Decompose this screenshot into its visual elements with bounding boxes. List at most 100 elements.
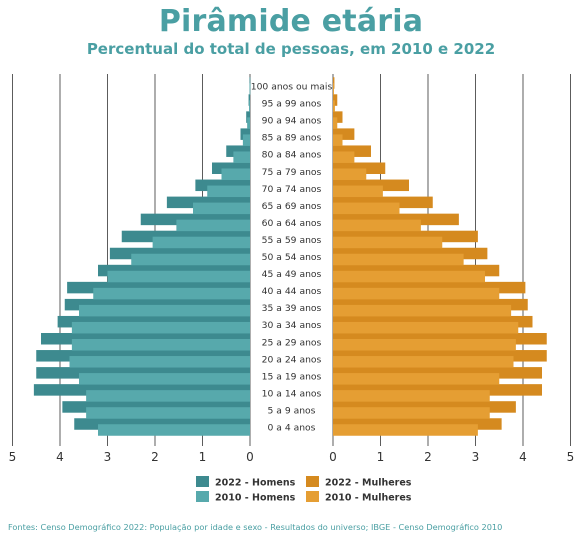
bar-2010-mulheres-7: [333, 202, 400, 215]
age-group-label: 50 a 54 anos: [262, 252, 322, 263]
bar-2022-homens-10: [109, 247, 250, 260]
bar-2022-homens-7: [166, 196, 250, 209]
bar-2010-homens-0: [249, 83, 251, 95]
age-group-label: 5 a 9 anos: [268, 405, 316, 416]
bar-2010-mulheres-15: [333, 339, 516, 351]
age-group-label: 90 a 94 anos: [262, 116, 322, 127]
bar-2022-homens-14: [57, 315, 250, 328]
bar-2010-mulheres-9: [333, 236, 443, 249]
bar-2022-homens-8: [140, 213, 250, 226]
bar-2010-homens-14: [71, 321, 250, 334]
bar-2010-mulheres-17: [333, 373, 500, 385]
bar-2010-homens-11: [107, 270, 250, 283]
bar-2010-mulheres-4: [333, 151, 355, 163]
bar-2010-homens-5: [221, 168, 250, 180]
bar-2022-mulheres-18: [333, 384, 542, 396]
bar-2022-homens-4: [226, 145, 250, 157]
bar-2022-mulheres-3: [333, 128, 355, 140]
bar-2022-mulheres-16: [333, 350, 547, 362]
bar-2010-mulheres-14: [333, 321, 519, 334]
x-tick-label-left: 3: [104, 450, 112, 464]
age-group-label: 45 a 49 anos: [262, 269, 322, 280]
x-tick-label-left: 2: [151, 450, 159, 464]
bar-2022-mulheres-12: [333, 281, 526, 294]
x-tick-label-left: 1: [199, 450, 207, 464]
bar-2010-homens-19: [86, 407, 250, 419]
bar-2022-mulheres-6: [333, 179, 409, 192]
x-tick-label-right: 5: [567, 450, 575, 464]
x-tick-label-right: 3: [472, 450, 480, 464]
age-group-label: 85 a 89 anos: [262, 133, 322, 144]
bar-2022-mulheres-2: [333, 111, 343, 123]
bar-2010-mulheres-11: [333, 270, 485, 283]
age-group-label: 100 anos ou mais: [251, 82, 333, 93]
age-group-label: 30 a 34 anos: [262, 320, 322, 331]
bar-2022-mulheres-4: [333, 145, 371, 157]
age-group-label: 15 a 19 anos: [262, 371, 322, 382]
age-group-label: 75 a 79 anos: [262, 167, 322, 178]
bar-2022-mulheres-10: [333, 247, 488, 260]
bar-2022-homens-11: [98, 264, 250, 277]
bar-2010-homens-7: [193, 202, 250, 215]
bar-2022-homens-15: [41, 333, 250, 345]
bar-2010-homens-20: [98, 424, 250, 436]
bar-2022-homens-5: [212, 162, 250, 174]
chart-subtitle: Percentual do total de pessoas, em 2010 …: [86, 40, 496, 58]
bar-2022-homens-17: [36, 367, 250, 379]
bar-2010-homens-9: [152, 236, 250, 249]
bar-2010-mulheres-12: [333, 287, 500, 300]
x-tick-label-right: 0: [329, 450, 337, 464]
bar-2010-mulheres-1: [333, 100, 335, 112]
bar-2010-homens-12: [93, 287, 250, 300]
x-tick-label-right: 4: [519, 450, 527, 464]
bar-2010-mulheres-20: [333, 424, 478, 436]
bar-2022-mulheres-11: [333, 264, 500, 277]
bar-2010-homens-10: [131, 253, 250, 266]
bar-2010-homens-6: [207, 185, 250, 198]
x-tick-label-left: 0: [246, 450, 254, 464]
chart-title: Pirâmide etária: [158, 4, 424, 39]
x-tick-label-left: 5: [9, 450, 17, 464]
x-tick-label-left: 4: [56, 450, 64, 464]
bar-2010-homens-1: [249, 100, 250, 112]
age-group-label: 40 a 44 anos: [262, 286, 322, 297]
bar-2010-mulheres-13: [333, 304, 512, 317]
age-group-label: 0 a 4 anos: [268, 423, 316, 434]
bar-2010-mulheres-0: [333, 83, 334, 95]
age-group-label: 65 a 69 anos: [262, 201, 322, 212]
bar-2010-homens-3: [242, 134, 250, 146]
bar-2022-mulheres-9: [333, 230, 478, 243]
bar-2022-homens-18: [33, 384, 250, 396]
bar-2022-homens-3: [240, 128, 250, 140]
bar-2010-mulheres-2: [333, 117, 338, 129]
bar-2010-mulheres-10: [333, 253, 464, 266]
bar-2010-homens-17: [79, 373, 250, 385]
bar-2010-homens-15: [71, 339, 250, 351]
bar-2010-mulheres-16: [333, 356, 514, 368]
bar-2022-homens-2: [246, 111, 250, 123]
age-group-label: 10 a 14 anos: [262, 388, 322, 399]
bar-2022-homens-13: [64, 298, 250, 311]
bar-2010-homens-2: [247, 117, 250, 129]
bar-2022-mulheres-14: [333, 315, 533, 328]
age-group-label: 35 a 39 anos: [262, 303, 322, 314]
bar-2010-mulheres-6: [333, 185, 383, 198]
bar-2022-mulheres-5: [333, 162, 386, 174]
age-group-label: 70 a 74 anos: [262, 184, 322, 195]
bar-2022-mulheres-0: [333, 77, 335, 89]
bar-2022-homens-20: [74, 418, 250, 430]
bar-2022-homens-16: [36, 350, 250, 362]
age-group-label: 60 a 64 anos: [262, 218, 322, 229]
bar-2022-mulheres-19: [333, 401, 516, 413]
age-group-label: 95 a 99 anos: [262, 99, 322, 110]
bar-2022-mulheres-8: [333, 213, 459, 226]
x-tick-label-right: 1: [377, 450, 385, 464]
bar-2022-mulheres-15: [333, 333, 547, 345]
bar-2022-homens-6: [195, 179, 250, 192]
source-footnote: Fontes: Censo Demográfico 2022: Populaçã…: [8, 522, 503, 532]
bar-2022-homens-12: [67, 281, 250, 294]
bar-2022-homens-0: [249, 77, 251, 89]
bar-2022-mulheres-1: [333, 94, 338, 106]
bar-2022-homens-19: [62, 401, 250, 413]
bar-2022-mulheres-17: [333, 367, 542, 379]
